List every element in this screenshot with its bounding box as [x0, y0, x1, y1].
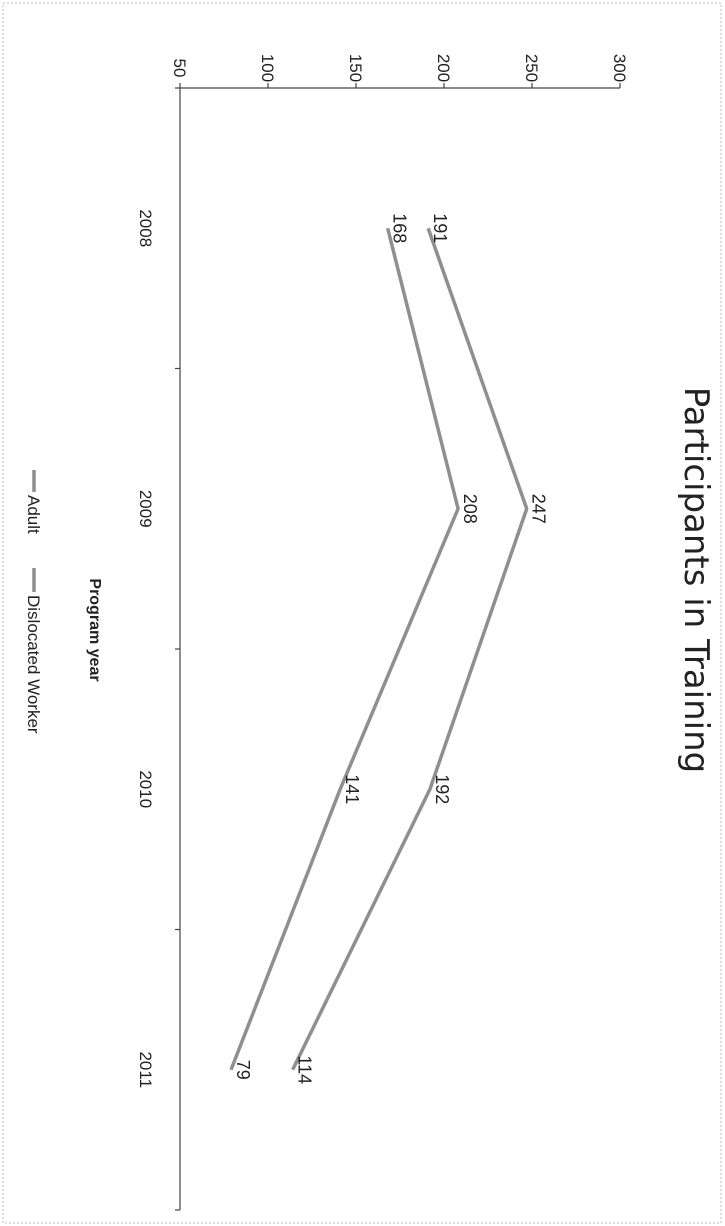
series-line-adult: [291, 227, 529, 1071]
data-label-adult: 191: [430, 213, 450, 243]
data-label-dislocated-worker: 168: [390, 213, 410, 243]
series-group: [229, 227, 529, 1071]
y-tick-label: 300: [610, 54, 629, 82]
chart-title: Participants in Training: [676, 387, 716, 773]
data-label-dislocated-worker: 141: [342, 774, 362, 804]
x-tick-label: 2008: [136, 209, 155, 247]
legend-label-adult: Adult: [24, 495, 43, 534]
y-tick-label: 150: [346, 54, 365, 82]
y-tick-label: 100: [258, 54, 277, 82]
data-label-adult: 247: [529, 494, 549, 524]
x-tick-label: 2009: [136, 490, 155, 528]
legend-label-dislocated-worker: Dislocated Worker: [24, 595, 43, 734]
y-tick-label: 200: [434, 54, 453, 82]
y-tick-label: 50: [170, 59, 189, 78]
x-tick-label: 2010: [136, 770, 155, 808]
data-label-adult: 192: [432, 774, 452, 804]
x-axis-ticks: 2008 2009 2010 2011: [136, 87, 180, 1211]
y-tick-label: 250: [522, 54, 541, 82]
data-label-dislocated-worker: 208: [460, 494, 480, 524]
x-axis-title: Program year: [86, 578, 103, 681]
data-label-adult: 114: [295, 1055, 315, 1084]
data-label-dislocated-worker: 79: [233, 1060, 253, 1080]
data-labels: 191 247 192 114 168 208 141 79: [233, 213, 549, 1084]
legend: Adult Dislocated Worker: [24, 470, 43, 734]
y-axis-ticks: 50 100 150 200 250 300: [170, 54, 629, 88]
series-line-dislocated-worker: [229, 227, 460, 1071]
x-tick-label: 2011: [136, 1051, 155, 1088]
